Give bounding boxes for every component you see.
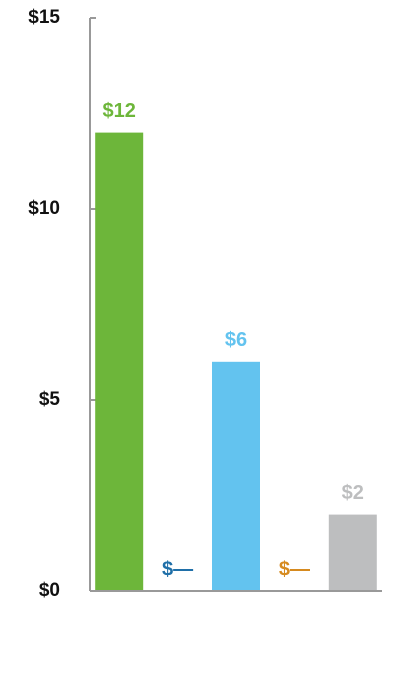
bar <box>95 132 144 591</box>
value-label: $— <box>279 558 310 580</box>
value-label: $6 <box>225 329 247 351</box>
y-tick-label: $10 <box>28 198 60 219</box>
value-label: $— <box>162 558 193 580</box>
y-tick-label: $15 <box>28 7 60 28</box>
value-label: $12 <box>103 100 136 122</box>
bar <box>328 514 377 591</box>
y-tick-label: $5 <box>39 389 61 410</box>
bar <box>212 361 260 591</box>
y-tick-label: $0 <box>39 580 60 601</box>
value-label: $2 <box>342 482 364 504</box>
